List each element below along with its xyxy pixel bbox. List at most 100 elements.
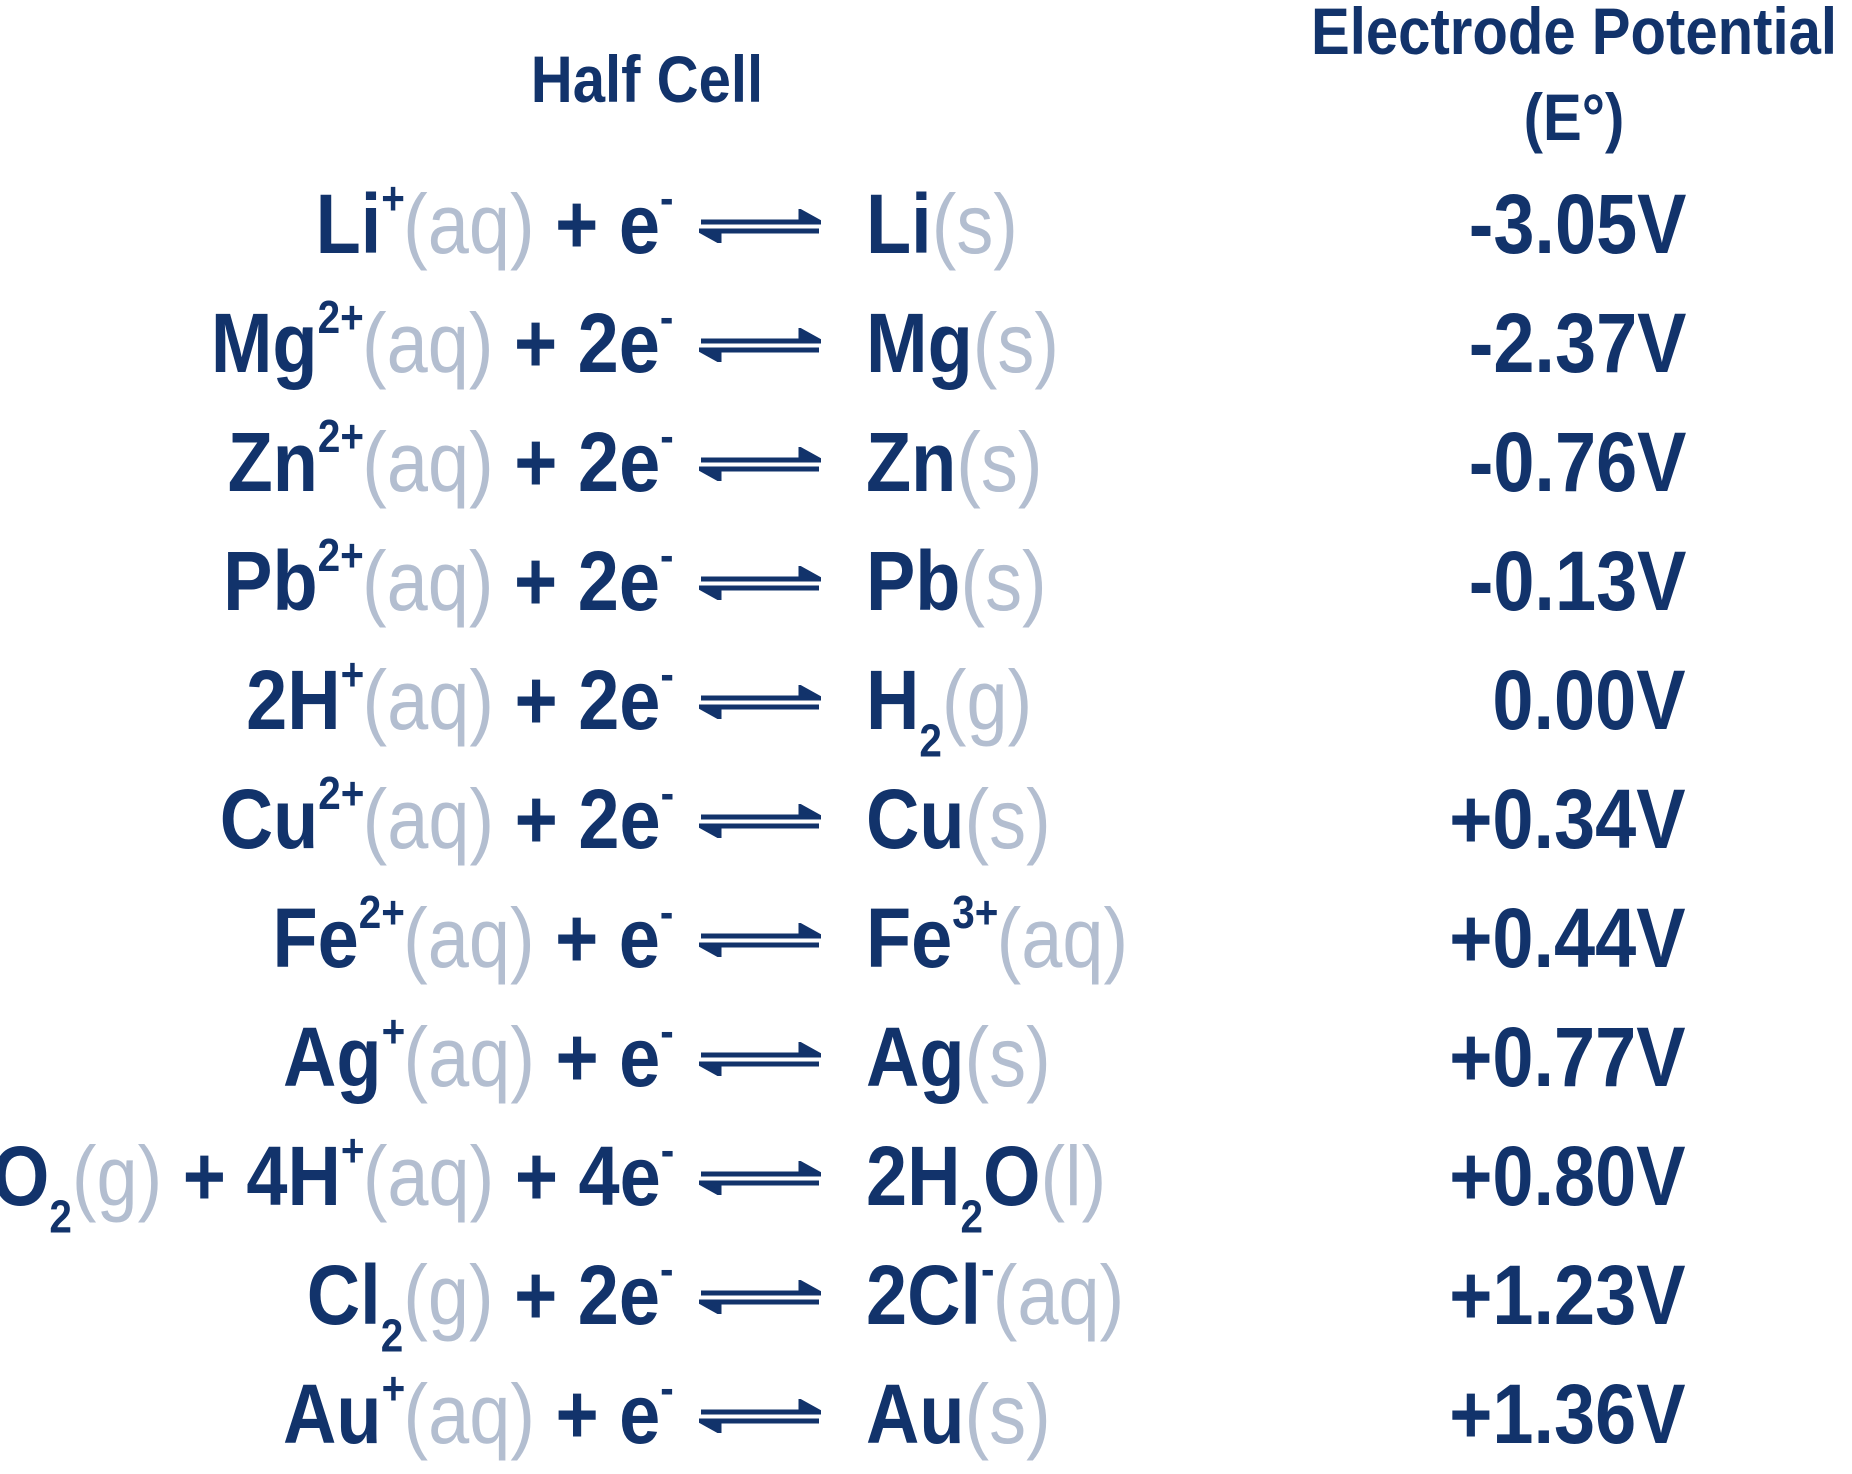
- species-text: + 4e: [493, 1129, 661, 1223]
- species-text: Zn: [227, 415, 318, 509]
- reactant-side: Cu2+(aq) + 2e-: [219, 760, 673, 879]
- species-text: Cu: [219, 772, 318, 866]
- product-side: 2Cl-(aq): [866, 1236, 1124, 1355]
- product-side: Mg(s): [866, 284, 1059, 403]
- superscript: 3+: [952, 885, 999, 938]
- reactant-side: O2(g) + 4H+(aq) + 4e-: [0, 1117, 674, 1240]
- superscript: 2+: [317, 409, 365, 462]
- species-text: + 2e: [493, 415, 661, 509]
- species-text: Pb: [223, 534, 318, 628]
- equilibrium-arrow-icon: [699, 1399, 821, 1433]
- superscript: +: [381, 1361, 406, 1414]
- electrode-potential-value: +0.44V: [1449, 891, 1686, 985]
- product-side: Li(s): [866, 165, 1018, 284]
- species-text: 2H: [245, 653, 341, 747]
- electrode-potential-value: -2.37V: [1468, 296, 1686, 390]
- state-symbol: (aq): [362, 296, 494, 390]
- superscript: +: [340, 647, 365, 700]
- half-cell-row: Li+(aq) + e- Li(s) -3.05V: [0, 165, 1852, 284]
- equilibrium-arrow-icon: [699, 923, 821, 957]
- reactant-side: Fe2+(aq) + e-: [273, 879, 674, 998]
- superscript: -: [660, 1123, 674, 1176]
- product-side: Fe3+(aq): [866, 879, 1128, 998]
- species-text: Fe: [866, 891, 953, 985]
- half-cell-row: Fe2+(aq) + e- Fe3+(aq) +0.44V: [0, 879, 1852, 998]
- state-symbol: (aq): [992, 1248, 1125, 1342]
- species-text: Pb: [866, 534, 961, 628]
- electrode-potential-value: +0.34V: [1449, 772, 1686, 866]
- species-text: O: [0, 1129, 49, 1223]
- state-symbol: (aq): [996, 891, 1129, 985]
- state-symbol: (g): [941, 653, 1033, 747]
- species-text: Ag: [283, 1010, 382, 1104]
- species-text: + e: [534, 1367, 661, 1461]
- subscript: 2: [380, 1309, 404, 1362]
- electrode-potential-symbol: (E°): [1523, 80, 1625, 154]
- species-text: Cl: [307, 1248, 381, 1342]
- species-text: 2Cl: [866, 1248, 982, 1342]
- reactant-side: Ag+(aq) + e-: [283, 998, 674, 1117]
- state-symbol: (aq): [362, 772, 494, 866]
- reactant-side: Li+(aq) + e-: [315, 165, 674, 284]
- state-symbol: (aq): [403, 1367, 535, 1461]
- state-symbol: (s): [956, 415, 1043, 509]
- species-text: Cu: [866, 772, 965, 866]
- superscript: 2+: [317, 528, 365, 581]
- product-side: Au(s): [866, 1355, 1051, 1474]
- subscript: 2: [919, 714, 942, 767]
- superscript: -: [660, 885, 674, 938]
- species-text: + 2e: [493, 653, 661, 747]
- state-symbol: (l): [1040, 1129, 1107, 1223]
- equilibrium-arrow-icon: [699, 328, 821, 362]
- state-symbol: (s): [972, 296, 1059, 390]
- electrode-potential-value: +0.77V: [1449, 1010, 1686, 1104]
- subscript: 2: [960, 1190, 984, 1243]
- equilibrium-arrow-icon: [699, 1280, 821, 1314]
- state-symbol: (s): [964, 1010, 1051, 1104]
- product-side: Cu(s): [866, 760, 1051, 879]
- superscript: -: [660, 171, 674, 224]
- electrode-potential-value: 0.00V: [1492, 653, 1686, 747]
- half-cell-row: Ag+(aq) + e- Ag(s) +0.77V: [0, 998, 1852, 1117]
- species-text: O: [983, 1129, 1041, 1223]
- electrode-potential-value: +1.23V: [1449, 1248, 1686, 1342]
- product-side: Zn(s): [866, 403, 1043, 522]
- equilibrium-arrow-icon: [699, 209, 821, 243]
- equilibrium-arrow-icon: [699, 804, 821, 838]
- reactant-side: Zn2+(aq) + 2e-: [227, 403, 674, 522]
- product-side: H2(g): [866, 641, 1033, 764]
- superscript: -: [660, 1004, 674, 1057]
- species-text: Ag: [866, 1010, 965, 1104]
- state-symbol: (aq): [362, 415, 494, 509]
- superscript: -: [660, 409, 674, 462]
- product-side: Ag(s): [866, 998, 1051, 1117]
- half-cell-row: O2(g) + 4H+(aq) + 4e-2H2O(l)+0.80V: [0, 1117, 1852, 1240]
- reactant-side: Pb2+(aq) + 2e-: [223, 522, 673, 641]
- superscript: -: [660, 1361, 674, 1414]
- equilibrium-arrow-icon: [699, 1042, 821, 1076]
- electrode-potential-value: +0.80V: [1449, 1129, 1686, 1223]
- superscript: -: [660, 647, 674, 700]
- species-text: + e: [534, 177, 661, 271]
- species-text: Mg: [866, 296, 973, 390]
- state-symbol: (s): [931, 177, 1018, 271]
- superscript: -: [660, 1242, 674, 1295]
- subscript: 2: [48, 1190, 72, 1243]
- superscript: +: [381, 1004, 406, 1057]
- reactant-side: 2H+(aq) + 2e-: [245, 641, 674, 760]
- half-cell-header: Half Cell: [530, 42, 764, 116]
- state-symbol: (aq): [403, 891, 535, 985]
- superscript: +: [340, 1123, 365, 1176]
- species-text: + 2e: [493, 1248, 661, 1342]
- equilibrium-arrow-icon: [699, 566, 821, 600]
- electrode-potential-value: -0.76V: [1468, 415, 1686, 509]
- species-text: + 2e: [493, 772, 661, 866]
- superscript: 2+: [359, 885, 406, 938]
- species-text: Li: [315, 177, 382, 271]
- electrode-potential-value: -3.05V: [1468, 177, 1686, 271]
- superscript: -: [981, 1242, 995, 1295]
- state-symbol: (s): [964, 1367, 1051, 1461]
- species-text: + 2e: [493, 296, 661, 390]
- state-symbol: (s): [964, 772, 1051, 866]
- equilibrium-arrow-icon: [699, 1161, 821, 1195]
